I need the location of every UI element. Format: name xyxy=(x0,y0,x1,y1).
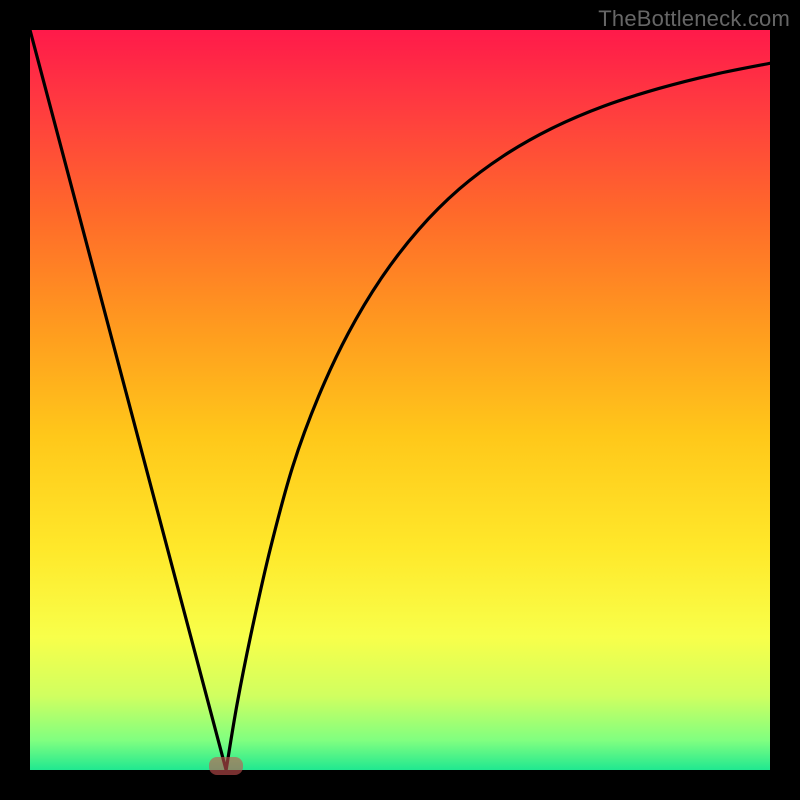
frame: TheBottleneck.com xyxy=(0,0,800,800)
watermark-text: TheBottleneck.com xyxy=(598,6,790,32)
bottleneck-curve xyxy=(30,30,770,770)
plot-area xyxy=(30,30,770,770)
min-marker xyxy=(209,757,243,775)
curve-svg xyxy=(30,30,770,770)
